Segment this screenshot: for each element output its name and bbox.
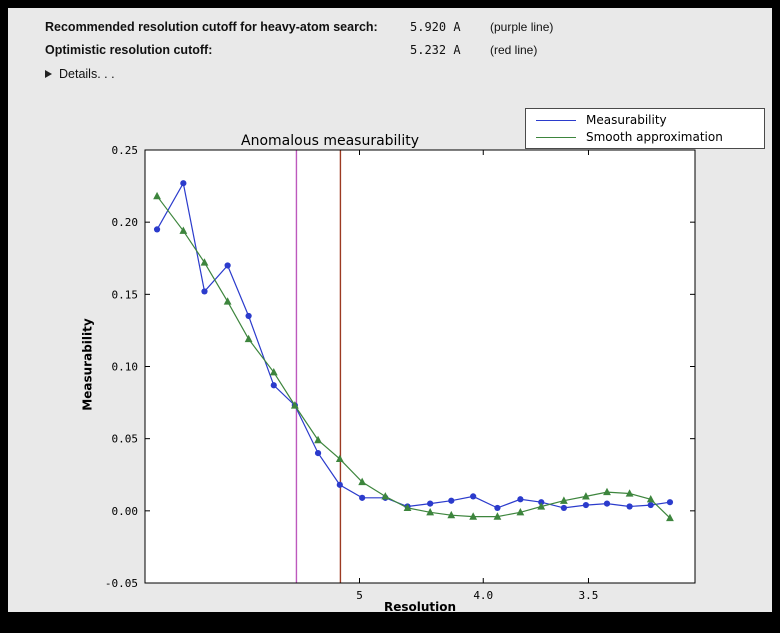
data-point-marker bbox=[447, 510, 456, 519]
y-tick-label: 0.25 bbox=[112, 144, 139, 157]
legend-item-smooth-approximation: Smooth approximation bbox=[536, 130, 754, 144]
measurability-line-swatch bbox=[536, 119, 576, 121]
legend-label-smooth-approximation: Smooth approximation bbox=[586, 130, 723, 144]
data-point-marker bbox=[358, 477, 367, 486]
data-point-marker bbox=[469, 512, 478, 520]
data-point-marker bbox=[603, 487, 611, 496]
y-tick-label: 0.20 bbox=[112, 216, 139, 229]
data-point-marker bbox=[180, 180, 187, 187]
data-point-marker bbox=[314, 435, 322, 444]
x-axis-label: Resolution bbox=[383, 600, 457, 614]
data-point-marker bbox=[537, 502, 546, 510]
data-point-marker bbox=[646, 494, 655, 503]
data-point-marker bbox=[494, 504, 501, 512]
smooth-approximation-line bbox=[156, 195, 671, 519]
data-point-marker bbox=[223, 297, 232, 305]
data-point-marker bbox=[427, 500, 434, 507]
recommended-cutoff-value: 5.920 A bbox=[410, 20, 461, 34]
data-point-marker bbox=[224, 262, 231, 269]
data-point-marker bbox=[403, 503, 412, 512]
data-point-marker bbox=[269, 367, 278, 376]
disclosure-triangle-icon bbox=[45, 70, 52, 78]
plot-canvas: 5 4.0 3.5-0.050.000.050.100.150.200.25 bbox=[105, 144, 696, 602]
data-point-marker bbox=[200, 258, 209, 266]
y-tick-label: -0.05 bbox=[105, 577, 138, 590]
data-point-marker bbox=[647, 501, 654, 509]
optimistic-cutoff-note: (red line) bbox=[490, 43, 538, 57]
plot-frame bbox=[144, 149, 696, 584]
data-point-marker bbox=[448, 497, 455, 504]
recommended-cutoff-row: Recommended resolution cutoff for heavy-… bbox=[8, 20, 772, 36]
data-point-marker bbox=[179, 226, 188, 234]
chart-legend: Measurability Smooth approximation bbox=[525, 108, 765, 149]
smooth-approximation-line-swatch bbox=[536, 136, 576, 138]
y-tick-label: 0.10 bbox=[112, 361, 139, 374]
data-point-marker bbox=[582, 501, 590, 509]
report-panel: Recommended resolution cutoff for heavy-… bbox=[8, 8, 772, 614]
data-point-marker bbox=[201, 288, 208, 295]
details-label: Details. . . bbox=[59, 67, 115, 81]
optimistic-cutoff-value: 5.232 A bbox=[410, 43, 461, 57]
data-point-marker bbox=[666, 499, 674, 506]
recommended-cutoff-note: (purple line) bbox=[490, 20, 554, 34]
data-point-marker bbox=[625, 489, 634, 497]
recommended-cutoff-label: Recommended resolution cutoff for heavy-… bbox=[45, 20, 378, 34]
chart: 5 4.0 3.5 -0.05 0.00 0.05 0.10 0.15 0.20 0.25 Ano… bbox=[8, 8, 772, 614]
data-point-marker bbox=[245, 312, 252, 320]
data-point-marker bbox=[290, 401, 299, 409]
data-point-marker bbox=[666, 513, 674, 522]
chart-title: Anomalous measurability bbox=[241, 133, 419, 149]
y-tick-label: 0.15 bbox=[112, 288, 139, 301]
data-point-marker bbox=[336, 481, 343, 488]
y-tick-label: 0.05 bbox=[112, 433, 139, 446]
y-tick-label: 0.00 bbox=[112, 505, 139, 518]
data-point-marker bbox=[359, 494, 366, 501]
measurability-line bbox=[156, 181, 671, 509]
data-point-marker bbox=[603, 500, 611, 507]
data-point-marker bbox=[493, 512, 502, 520]
data-point-marker bbox=[582, 492, 590, 500]
data-point-marker bbox=[153, 226, 161, 233]
data-point-marker bbox=[335, 454, 344, 462]
data-point-marker bbox=[314, 450, 322, 457]
data-point-marker bbox=[291, 402, 298, 409]
data-point-marker bbox=[381, 492, 390, 500]
data-point-marker bbox=[404, 503, 411, 510]
plot-background bbox=[145, 150, 695, 583]
optimistic-cutoff-row: Optimistic resolution cutoff: 5.232 A (r… bbox=[8, 43, 772, 59]
legend-label-measurability: Measurability bbox=[586, 113, 667, 127]
data-point-marker bbox=[382, 494, 389, 501]
data-point-marker bbox=[426, 507, 435, 516]
data-point-marker bbox=[153, 191, 161, 200]
legend-item-measurability: Measurability bbox=[536, 113, 754, 127]
data-point-marker bbox=[470, 493, 477, 500]
data-point-marker bbox=[538, 499, 545, 506]
data-point-marker bbox=[559, 496, 568, 504]
details-disclosure[interactable]: Details. . . bbox=[45, 66, 115, 82]
optimistic-cutoff-label: Optimistic resolution cutoff: bbox=[45, 43, 213, 57]
data-point-marker bbox=[626, 503, 633, 510]
y-axis-label: Measurability bbox=[80, 318, 95, 411]
data-point-marker bbox=[516, 507, 525, 516]
data-point-marker bbox=[517, 496, 524, 503]
data-point-marker bbox=[244, 334, 253, 343]
data-point-marker bbox=[270, 382, 277, 389]
data-point-marker bbox=[560, 504, 567, 512]
